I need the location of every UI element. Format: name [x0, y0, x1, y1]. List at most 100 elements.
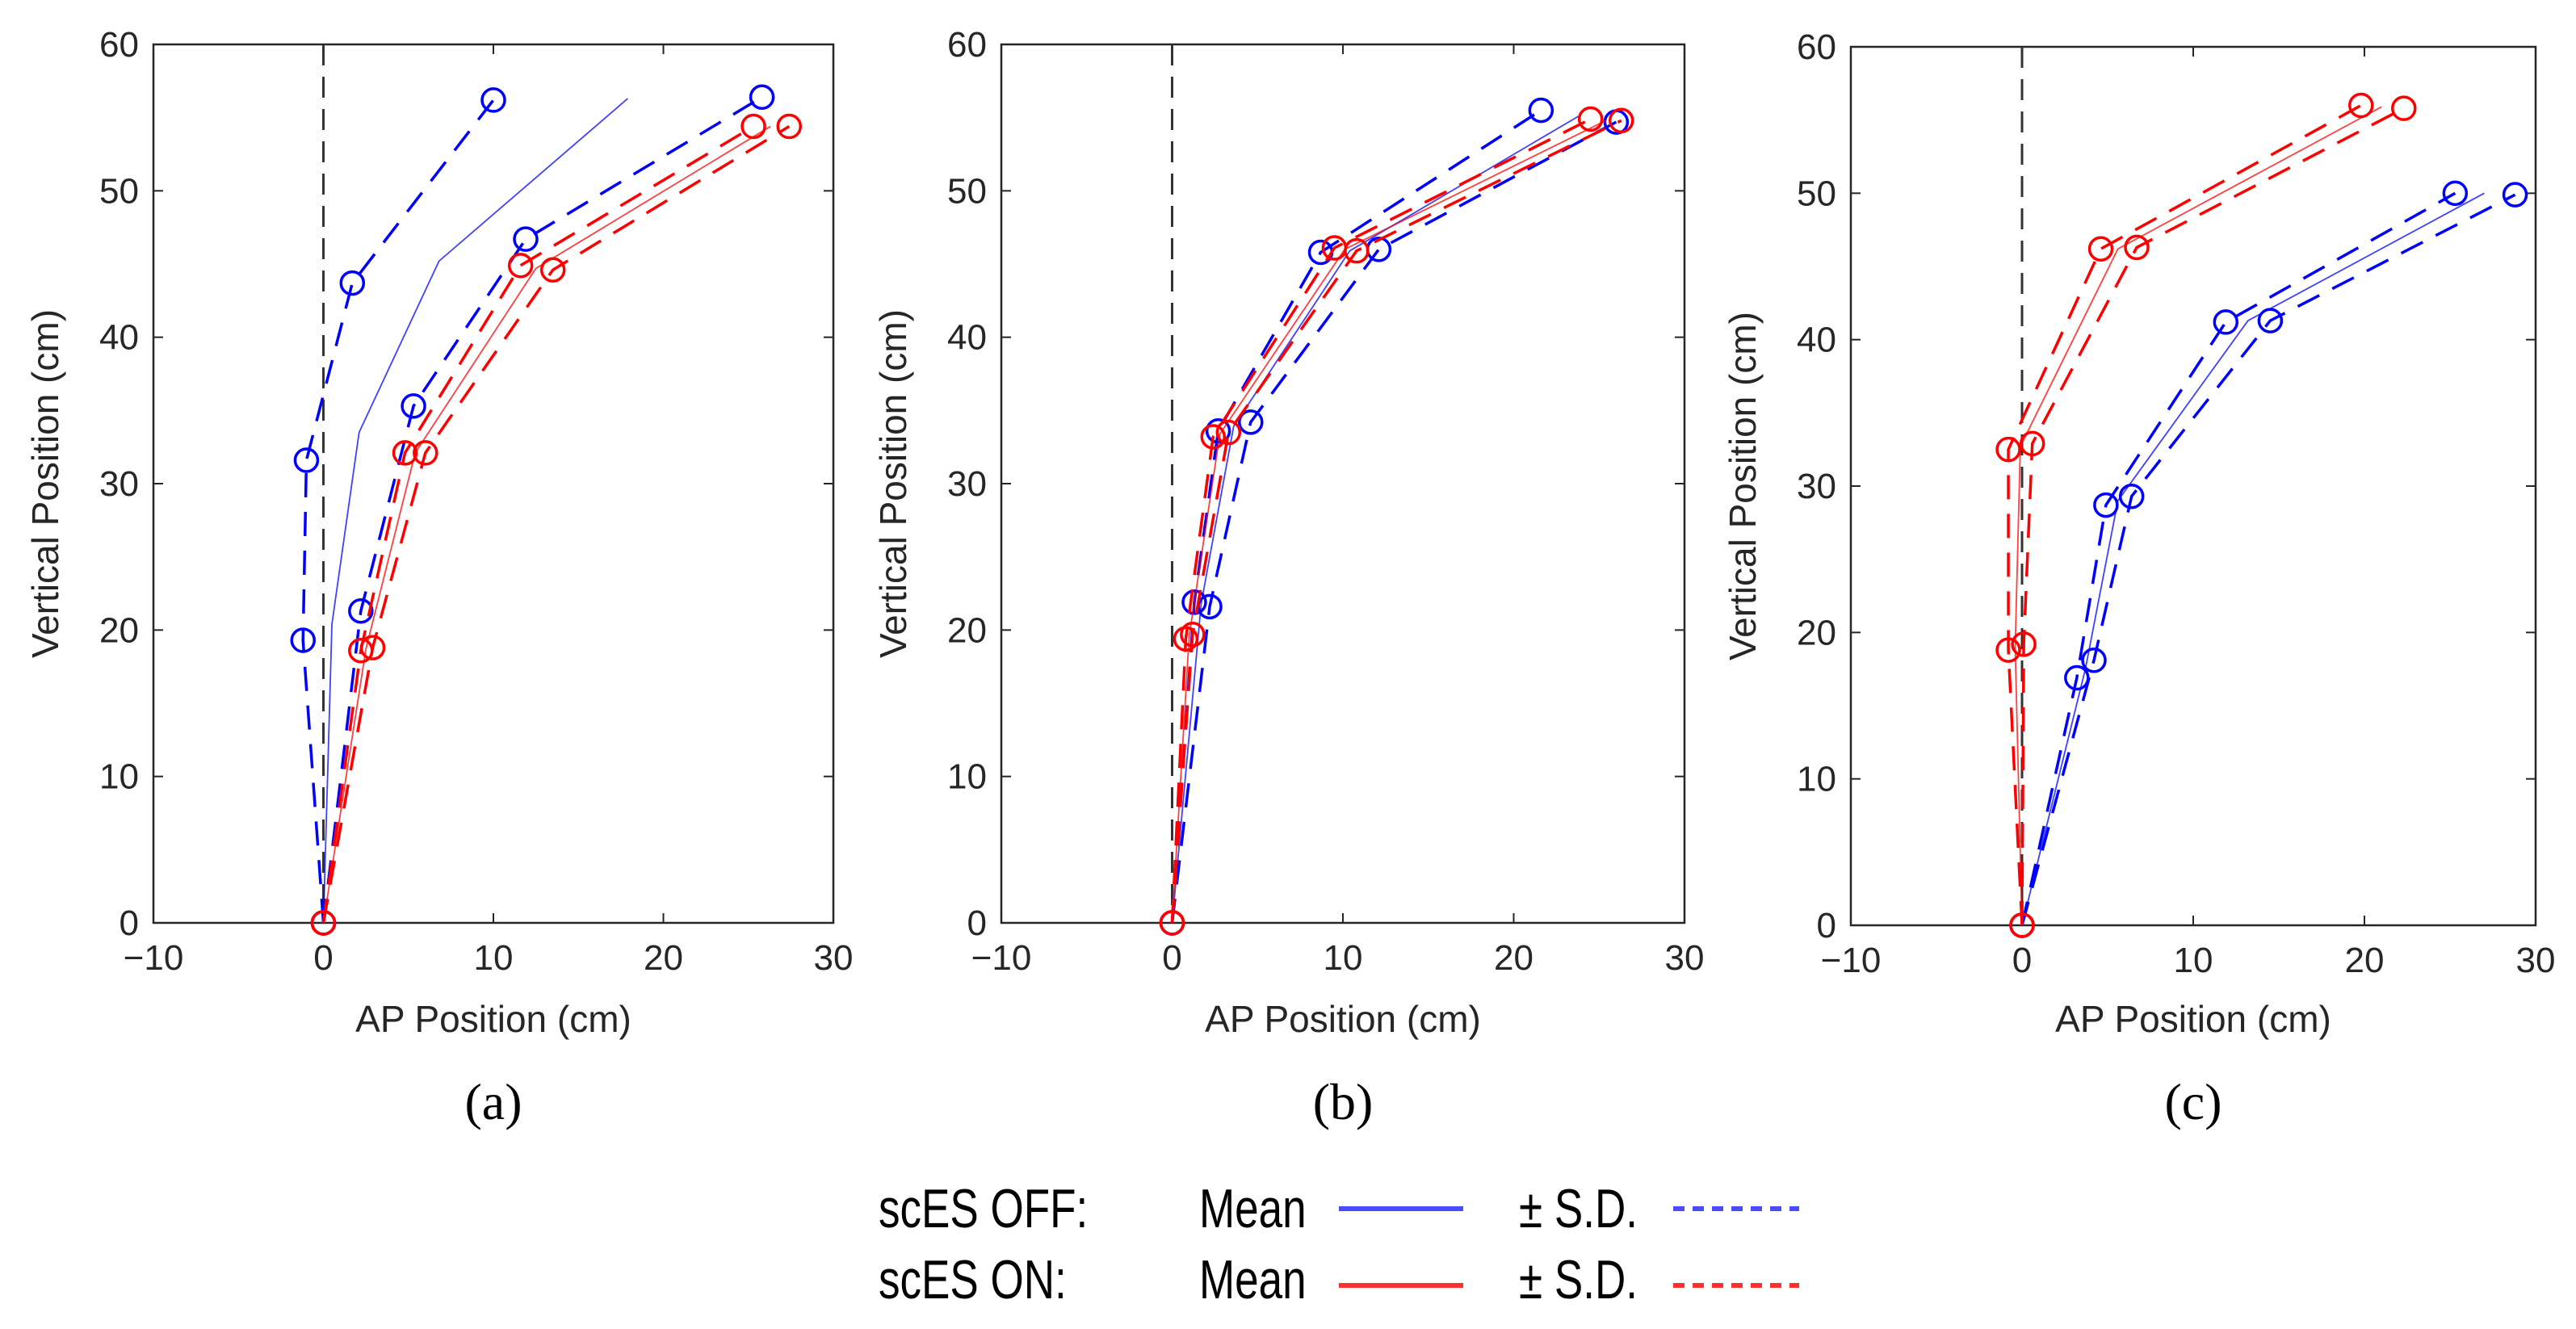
axes-box — [152, 43, 835, 924]
y-tick-label: 40 — [947, 318, 987, 358]
series-line-sces-off-s-d- — [2020, 191, 2456, 926]
y-tick-label: 60 — [947, 25, 987, 65]
series-line-sces-off-mean — [1171, 115, 1580, 924]
x-tick-label: 0 — [2012, 941, 2032, 980]
data-point-marker — [1577, 106, 1604, 132]
data-point-marker — [2019, 430, 2045, 457]
data-point-marker — [310, 910, 337, 936]
panel-label: (c) — [2164, 1073, 2221, 1130]
legend-group-label: scES ON: — [879, 1249, 1067, 1310]
panel-label: (b) — [1313, 1073, 1374, 1130]
legend-mean-label: Mean — [1199, 1249, 1307, 1310]
data-point-marker — [507, 253, 534, 279]
series-line-sces-on-s-d- — [321, 125, 791, 924]
data-point-marker — [359, 635, 386, 660]
y-tick-label: 40 — [1797, 321, 1836, 360]
x-tick-label: 20 — [644, 938, 683, 978]
data-point-marker — [1215, 419, 1242, 446]
y-tick-label: 40 — [99, 318, 139, 358]
y-tick-label: 30 — [1797, 467, 1836, 506]
data-point-marker — [740, 113, 766, 140]
x-tick-label: −10 — [124, 938, 184, 978]
legend-row-on: scES ON: Mean ± S.D. — [879, 1249, 1799, 1310]
x-axis-label: AP Position (cm) — [355, 998, 631, 1040]
data-point-marker — [1180, 622, 1206, 648]
data-point-marker — [401, 393, 426, 419]
data-point-marker — [2348, 92, 2374, 119]
data-point-marker — [1995, 637, 2021, 663]
y-axis-label: Vertical Position (cm) — [24, 309, 66, 658]
series-line-sces-on-s-d- — [2020, 107, 2405, 926]
data-point-marker — [2087, 236, 2114, 262]
legend-mean-label: Mean — [1199, 1178, 1307, 1239]
x-tick-label: 10 — [474, 938, 514, 978]
y-tick-label: 20 — [947, 610, 987, 650]
data-point-marker — [392, 440, 418, 466]
x-axis-label: AP Position (cm) — [1205, 998, 1481, 1040]
data-point-marker — [1344, 237, 1370, 264]
data-point-marker — [1608, 107, 1634, 134]
y-tick-label: 30 — [947, 464, 987, 504]
y-tick-label: 10 — [99, 757, 139, 797]
data-point-marker — [776, 113, 803, 140]
data-point-marker — [2124, 234, 2150, 261]
series-line-sces-on-mean — [1171, 119, 1607, 924]
y-tick-label: 60 — [99, 25, 139, 65]
data-point-marker — [1173, 626, 1199, 652]
data-point-marker — [2081, 648, 2107, 673]
data-point-marker — [2213, 309, 2239, 335]
x-tick-label: 20 — [2345, 941, 2385, 980]
series-line-sces-off-s-d- — [321, 95, 763, 924]
data-point-marker — [2502, 182, 2528, 208]
series-line-sces-off-mean — [2021, 192, 2485, 926]
data-point-marker — [749, 84, 775, 111]
x-tick-label: 0 — [313, 938, 333, 978]
x-tick-label: 20 — [1494, 938, 1533, 978]
series-line-sces-on-s-d- — [1170, 119, 1622, 924]
series-line-sces-off-s-d- — [2020, 193, 2516, 926]
y-axis-label: Vertical Position (cm) — [872, 309, 914, 658]
data-point-marker — [2257, 308, 2284, 333]
data-point-marker — [290, 627, 316, 653]
x-tick-label: 30 — [814, 938, 854, 978]
data-point-marker — [1181, 589, 1207, 615]
data-point-marker — [2118, 483, 2145, 509]
y-tick-label: 50 — [99, 171, 139, 211]
data-point-marker — [539, 257, 566, 283]
x-tick-label: 30 — [2516, 941, 2556, 980]
data-point-marker — [513, 226, 539, 252]
axes-box — [1000, 43, 1686, 924]
y-tick-label: 10 — [947, 757, 987, 797]
x-tick-label: 10 — [1324, 938, 1363, 978]
y-tick-label: 60 — [1797, 27, 1836, 67]
panel-label: (a) — [464, 1073, 522, 1130]
legend-sd-label: ± S.D. — [1519, 1178, 1638, 1239]
data-point-marker — [2011, 631, 2037, 657]
x-tick-label: 30 — [1665, 938, 1705, 978]
data-point-marker — [2093, 492, 2119, 518]
data-point-marker — [1528, 97, 1554, 124]
data-point-marker — [1159, 910, 1185, 936]
series-line-sces-on-s-d- — [321, 125, 754, 924]
y-tick-label: 0 — [1817, 906, 1836, 945]
data-point-marker — [339, 270, 366, 296]
x-tick-label: 10 — [2174, 941, 2213, 980]
data-point-marker — [293, 447, 320, 473]
y-tick-label: 50 — [947, 171, 987, 211]
y-tick-label: 50 — [1797, 174, 1836, 213]
data-point-marker — [348, 598, 374, 624]
x-tick-label: −10 — [1821, 941, 1882, 980]
y-tick-label: 30 — [99, 464, 139, 504]
y-tick-label: 20 — [99, 610, 139, 650]
legend-row-off: scES OFF: Mean ± S.D. — [879, 1178, 1799, 1239]
legend: scES OFF: Mean ± S.D. scES ON: Mean ± S.… — [879, 1178, 1799, 1310]
series-line-sces-off-mean — [322, 98, 628, 924]
data-point-marker — [2009, 912, 2035, 938]
data-point-marker — [1238, 409, 1264, 435]
legend-group-label: scES OFF: — [879, 1178, 1088, 1239]
